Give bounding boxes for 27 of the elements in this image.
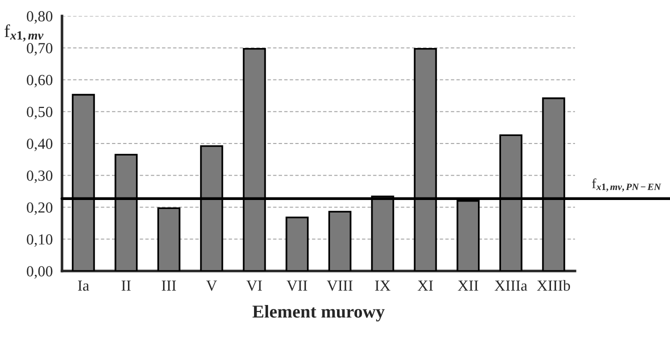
ref-line-label: f$_{x1,mv,PN−EN}$ [592, 178, 662, 192]
y-tick-label: 0,10 [26, 234, 52, 247]
x-tick-label: V [206, 280, 217, 291]
y-tick-label: 0,00 [26, 266, 52, 279]
x-axis-title: Element murowy [252, 304, 385, 322]
x-tick-label: XIIIb [536, 280, 570, 291]
x-tick-label: IX [375, 280, 390, 291]
y-tick-label: 0,40 [26, 138, 52, 152]
bar [286, 216, 309, 271]
x-tick-label: VII [286, 280, 308, 291]
bar [157, 207, 180, 271]
y-tick-label: 0,30 [26, 170, 52, 184]
x-tick-label: VI [246, 280, 262, 291]
x-tick-label: XI [418, 280, 433, 291]
y-tick-label: 0,60 [26, 74, 52, 88]
x-tick-label: Ia [78, 280, 90, 291]
y-tick-label: 0,20 [26, 202, 52, 215]
x-tick-label: II [122, 280, 131, 291]
y-tick-label: 0,50 [26, 106, 52, 120]
y-axis-title: f$_{x1,mv}$ [4, 24, 44, 42]
y-tick-label: 0,80 [26, 11, 52, 24]
bar [328, 210, 352, 271]
x-tick-label: XII [458, 280, 478, 291]
y-tick-label: 0,70 [26, 43, 52, 56]
x-tick-label: XIIIa [494, 280, 528, 291]
x-tick-label: III [162, 280, 176, 291]
x-tick-label: VIII [326, 280, 352, 291]
